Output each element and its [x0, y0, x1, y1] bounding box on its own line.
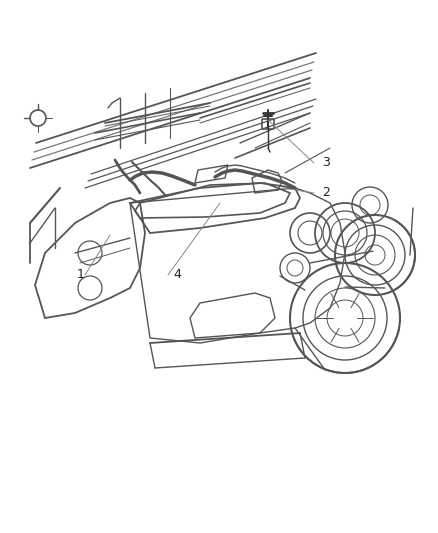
Text: 3: 3 [322, 157, 330, 169]
FancyBboxPatch shape [262, 119, 274, 129]
Text: 1: 1 [77, 269, 85, 281]
Text: 2: 2 [322, 187, 330, 199]
Text: 4: 4 [173, 269, 181, 281]
